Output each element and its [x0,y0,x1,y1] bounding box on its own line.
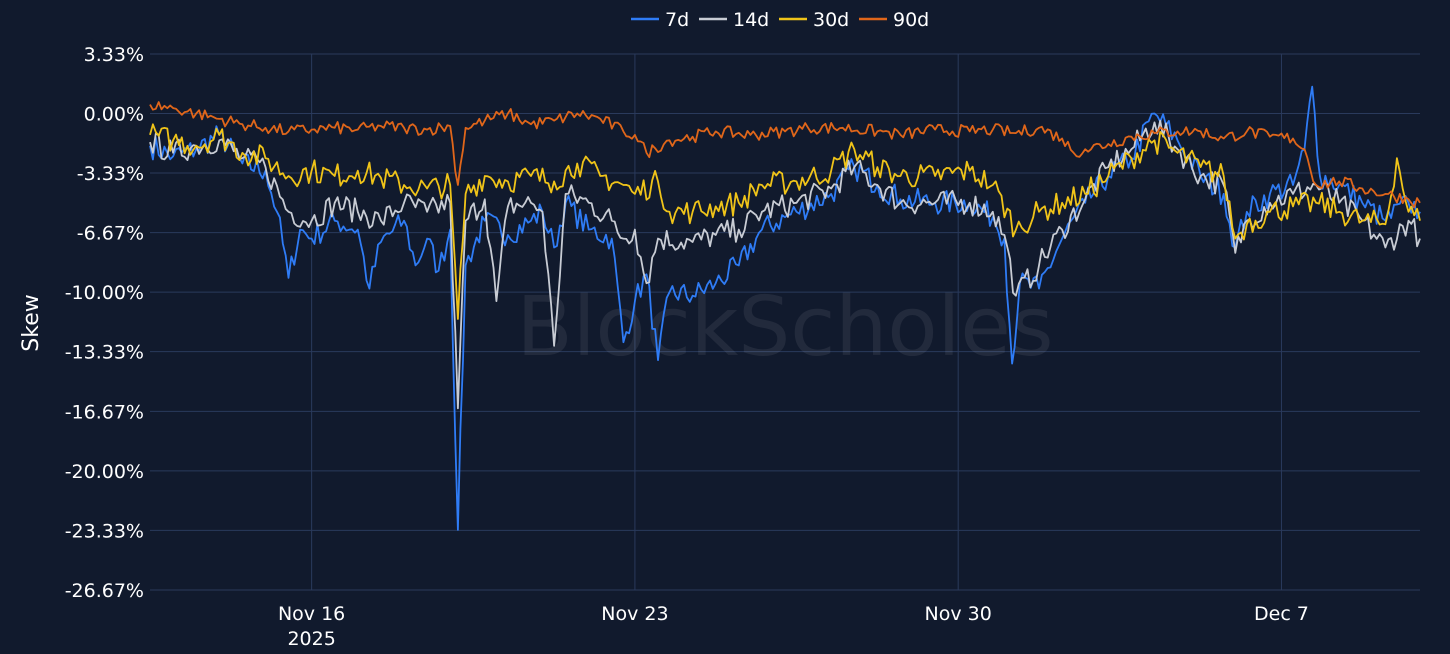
y-axis-ticks: 3.33% 0.00% -3.33% -6.67% -10.00% -13.33% -16.… [65,44,144,602]
legend-label: 90d [893,9,929,31]
x-tick-label: Nov 23 [601,603,668,625]
y-tick-label: -16.67% [65,401,144,423]
y-tick-label: -10.00% [65,282,144,304]
y-tick-label: 3.33% [84,44,144,66]
watermark: BlockScholes [516,280,1053,375]
x-tick-label: Dec 7 [1254,603,1309,625]
y-tick-label: -20.00% [65,461,144,483]
series-line-7d [149,85,1421,531]
grid [150,53,1420,591]
series-lines [149,85,1421,531]
x-tick-label: Nov 16 [278,603,345,625]
series-line-14d [149,119,1421,410]
legend-item-90d[interactable]: 90d [859,9,929,31]
y-axis-title: Skew [19,294,44,351]
x-tick-sublabel: 2025 [287,628,335,650]
x-tick-label: Nov 30 [925,603,992,625]
legend-label: 30d [813,9,849,31]
legend-item-7d[interactable]: 7d [631,9,689,31]
legend-label: 14d [733,9,769,31]
series-line-90d [149,101,1421,209]
series-line-30d [149,123,1421,320]
legend[interactable]: 7d 14d 30d 90d [631,9,929,31]
x-axis-ticks: Nov 16 2025 Nov 23 Nov 30 Dec 7 [278,603,1309,650]
legend-item-30d[interactable]: 30d [779,9,849,31]
y-tick-label: -23.33% [65,520,144,542]
legend-label: 7d [665,9,689,31]
y-tick-label: 0.00% [84,103,144,125]
legend-item-14d[interactable]: 14d [699,9,769,31]
y-tick-label: -3.33% [77,163,144,185]
y-tick-label: -6.67% [77,223,144,245]
y-tick-label: -13.33% [65,342,144,364]
y-tick-label: -26.67% [65,580,144,602]
